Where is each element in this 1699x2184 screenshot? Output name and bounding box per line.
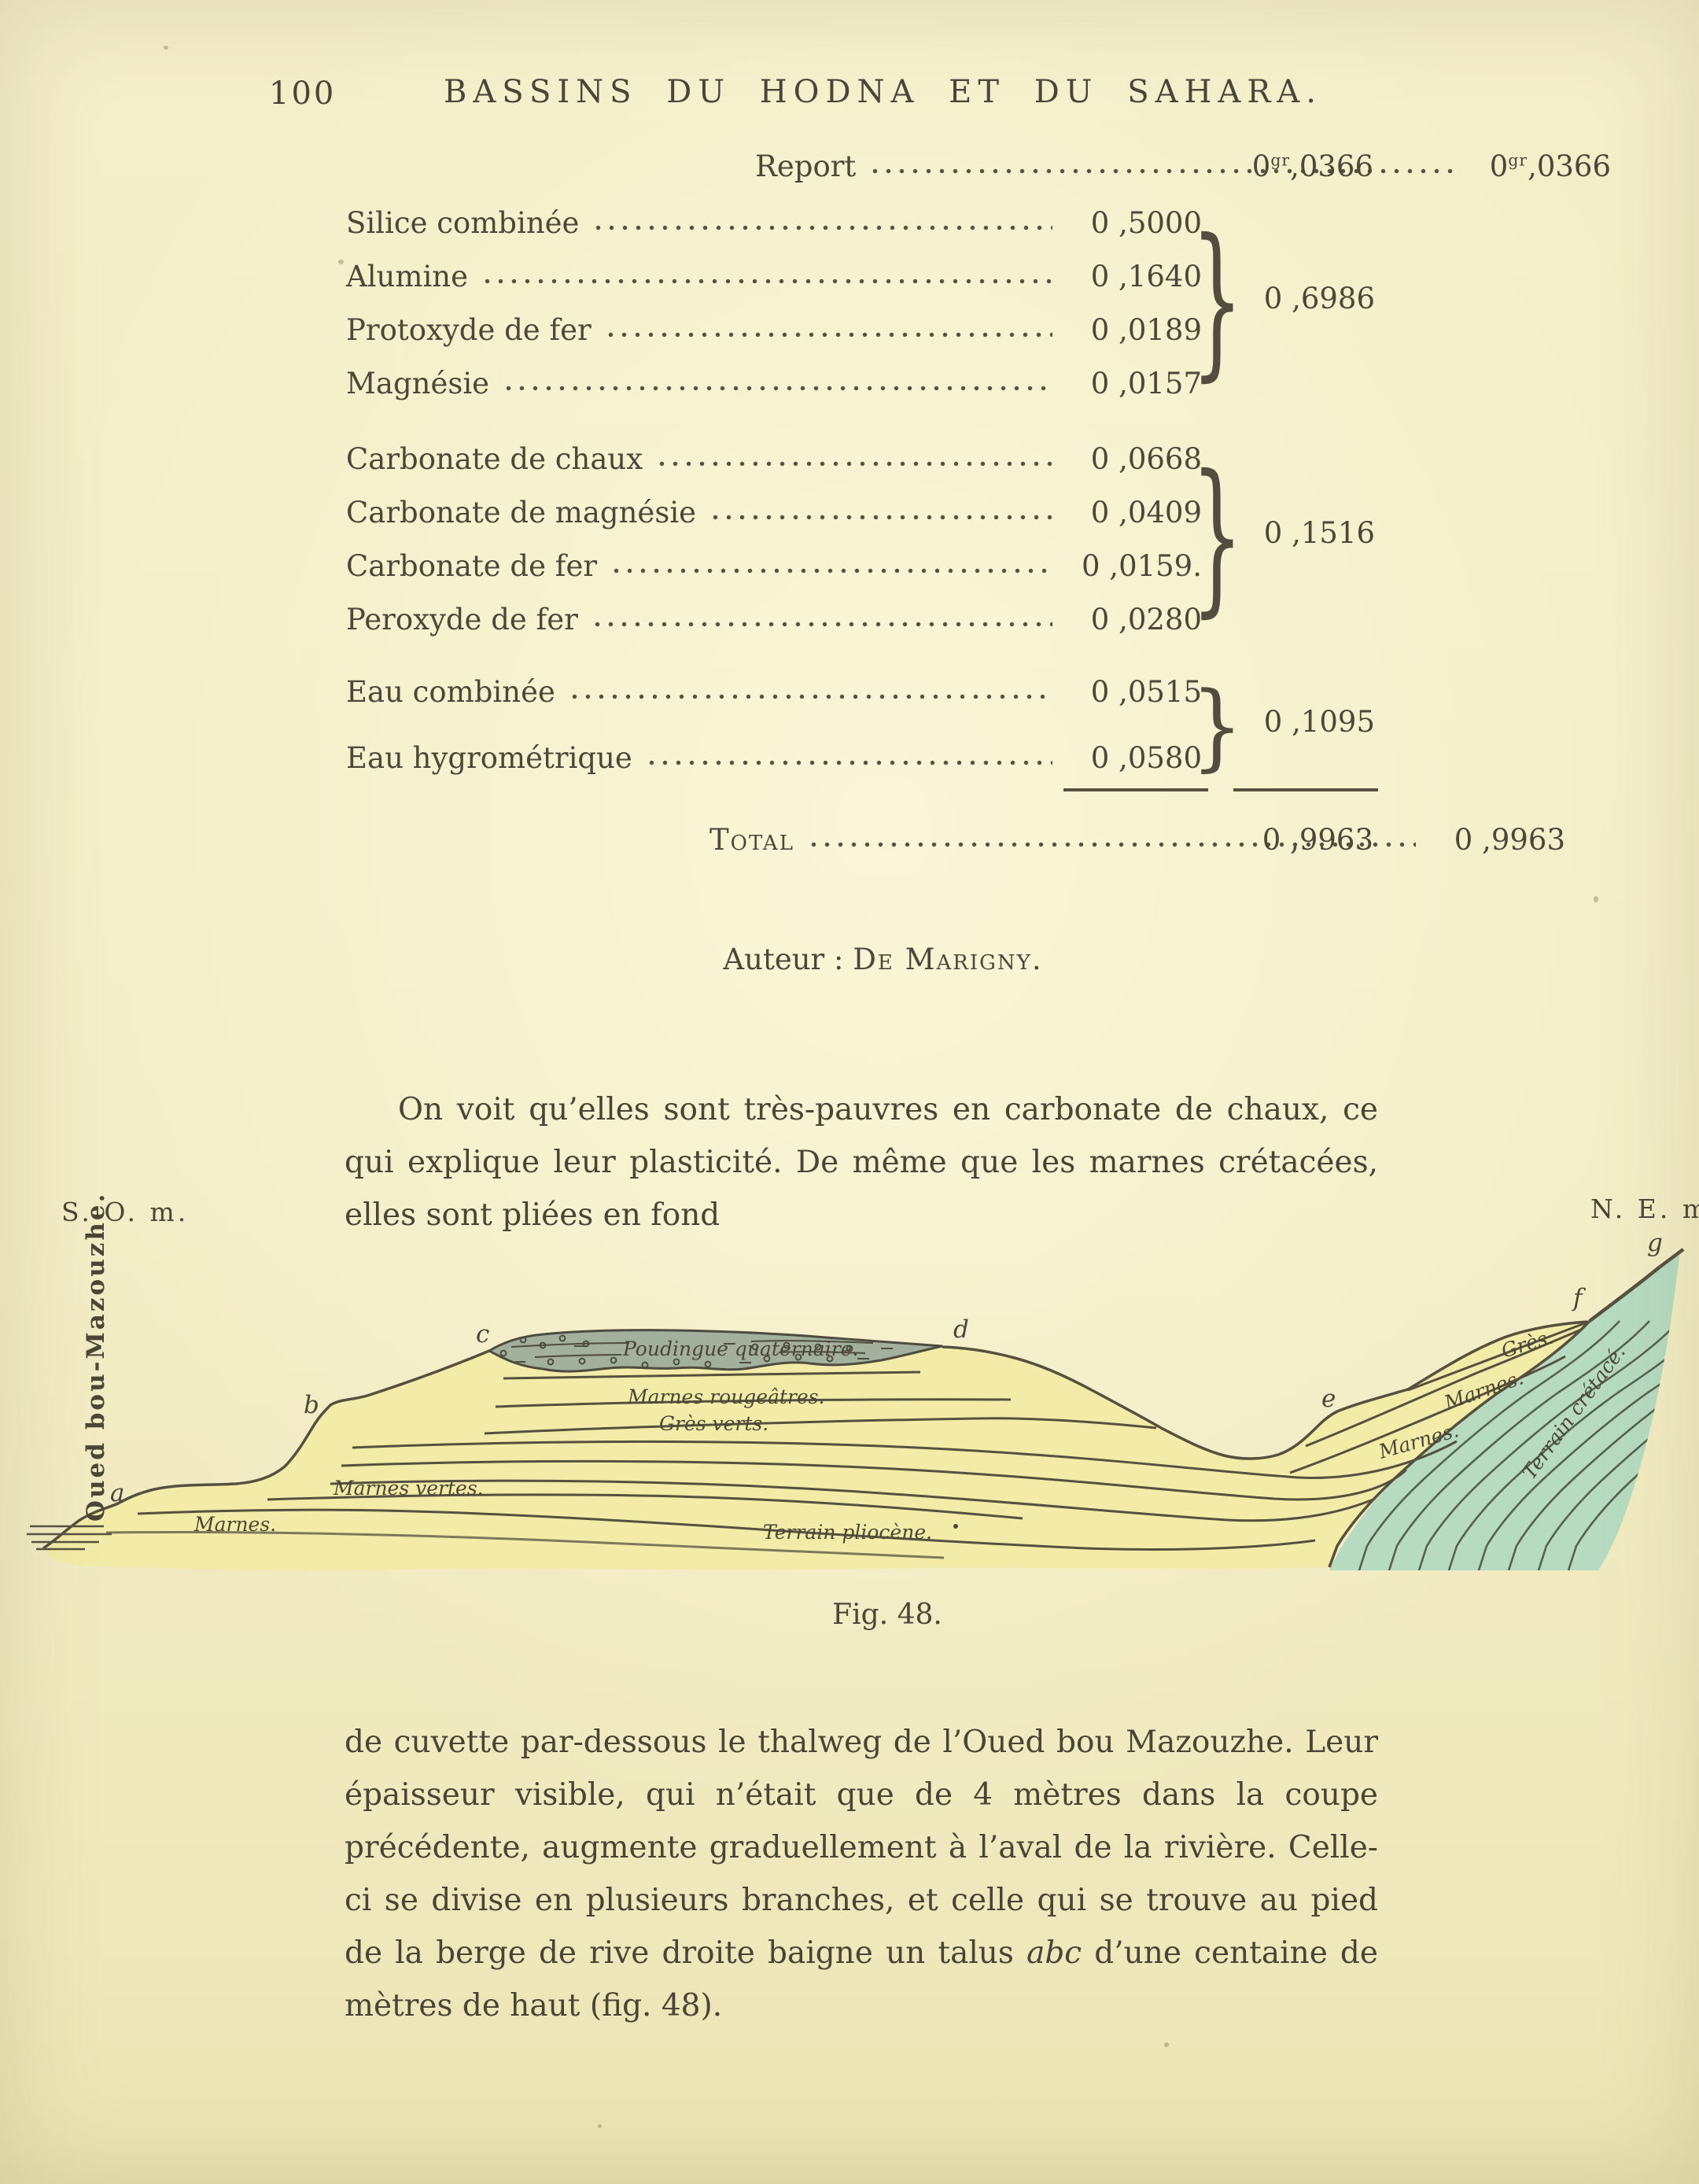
group-brace: [1199, 434, 1235, 637]
body-paragraph: On voit qu’elles sont très-pauvres en ca…: [345, 1092, 1378, 1233]
point-letter-a: a: [110, 1479, 124, 1507]
figure-caption: Fig. 48.: [832, 1599, 942, 1631]
row-label: Protoxyde de fer: [346, 313, 592, 347]
group-brace: [1199, 198, 1235, 401]
paper-speck: [598, 2124, 602, 2128]
table-row: Eau combinée 0 ,0515: [346, 675, 1202, 709]
row-label: Carbonate de chaux: [346, 442, 643, 476]
row-value: 0 ,5000: [1090, 206, 1202, 240]
terrain-pliocene-area: [43, 1322, 1587, 1570]
group-sum: 0 ,1516: [1263, 516, 1375, 550]
row-value: 0 ,1640: [1090, 260, 1202, 293]
table-row: Carbonate de chaux 0 ,0668: [346, 442, 1202, 476]
dot-leader: [602, 313, 1052, 347]
label-terrain-pliocene: Terrain pliocène.: [763, 1521, 932, 1544]
poudingue-texture: [499, 1334, 893, 1369]
river-water-lines: [27, 1525, 112, 1551]
dot-leader: [608, 549, 1052, 583]
row-value: 0 ,9963: [1454, 823, 1565, 857]
point-letter-b: b: [304, 1391, 319, 1419]
paper-speck: [338, 260, 344, 264]
point-letter-c: c: [476, 1320, 489, 1348]
row-value: 0 ,0157: [1090, 367, 1202, 400]
label-poudingue: Poudingue quaternaire.: [622, 1337, 858, 1360]
table-row: Carbonate de magnésie 0 ,0409: [346, 496, 1202, 529]
dot-leader: [707, 496, 1052, 529]
section-end-label-sw: S. O. m.: [61, 1197, 189, 1227]
row-value: 0 ,0668: [1090, 442, 1202, 476]
geological-section-figure: S. O. m. N. E. m. Oued bou-Mazouzhe. a b…: [27, 1192, 1699, 1570]
group-brace: [1199, 669, 1235, 784]
river-label: Oued bou-Mazouzhe.: [82, 1192, 110, 1522]
table-row: Magnésie 0 ,0157: [346, 367, 1202, 400]
point-letter-g: g: [1647, 1229, 1663, 1257]
dot-leader: [590, 206, 1052, 240]
dot-leader: [479, 260, 1052, 293]
dot-leader: [654, 442, 1052, 476]
row-label: Report: [755, 149, 857, 183]
row-label: Eau combinée: [346, 675, 555, 709]
row-label: Peroxyde de fer: [346, 603, 578, 636]
table-row: Protoxyde de fer 0 ,0189: [346, 313, 1202, 347]
group-sum: 0 ,1095: [1263, 705, 1375, 739]
report-carry-value: 0gr,0366: [1251, 149, 1373, 183]
table-row: Peroxyde de fer 0 ,0280: [346, 603, 1202, 636]
table-row-total: Total 0 ,9963: [346, 823, 1565, 857]
page-title: BASSINS DU HODNA ET DU SAHARA.: [443, 74, 1322, 110]
dot-leader: [588, 603, 1052, 636]
dot-leader: [566, 675, 1052, 709]
row-label: Carbonate de magnésie: [346, 496, 697, 529]
cretace-hatching: [1358, 1320, 1680, 1570]
group-sum: 0 ,6986: [1263, 282, 1375, 315]
row-value: 0 ,0280: [1090, 603, 1202, 636]
row-label: Alumine: [346, 260, 469, 293]
dot-leader: [867, 149, 1461, 183]
table-row: Alumine 0 ,1640: [346, 260, 1202, 293]
table-row: Silice combinée 0 ,5000: [346, 206, 1202, 240]
row-value: 0gr,0366: [1489, 149, 1611, 183]
row-value: 0 ,0189: [1090, 313, 1202, 347]
row-label: Total: [709, 823, 794, 857]
row-label: Magnésie: [346, 367, 490, 400]
bedding-lines: [105, 1320, 1590, 1559]
paragraph-text: de cuvette par-dessous le thalweg de l’O…: [345, 1725, 1378, 1971]
table-row: Eau hygrométrique 0 ,0580: [346, 741, 1202, 775]
row-value: 0 ,0580: [1090, 741, 1202, 775]
row-label: Silice combinée: [346, 206, 580, 240]
row-value: 0 ,0159.: [1082, 549, 1202, 583]
label-marnes-vertes: Marnes vertes.: [333, 1477, 484, 1500]
paragraph-text: d’une centaine de mètres de haut (fig. 4…: [345, 1935, 1378, 2024]
talus-letters-italic: abc: [1026, 1935, 1082, 1971]
table-row: Carbonate de fer 0 ,0159.: [346, 549, 1202, 583]
row-value: 0 ,0409: [1090, 496, 1202, 529]
row-value: 0 ,0515: [1090, 675, 1202, 709]
paper-speck: [1164, 2042, 1169, 2047]
dot-leader: [643, 741, 1052, 775]
author-prefix: Auteur :: [723, 943, 853, 976]
label-marnes-rougeatres: Marnes rougeâtres.: [627, 1385, 825, 1408]
body-paragraph: de cuvette par-dessous le thalweg de l’O…: [345, 1716, 1378, 2032]
paper-speck: [164, 46, 168, 50]
label-marnes-left: Marnes.: [193, 1513, 276, 1536]
column-rule: [1233, 788, 1378, 791]
dot-leader: [500, 367, 1052, 400]
table-row-report: Report 0gr,0366: [346, 149, 1611, 183]
surface-profile-line: [42, 1248, 1685, 1568]
author-name: De Marigny.: [853, 943, 1043, 976]
section-end-label-ne: N. E. m.: [1590, 1193, 1699, 1224]
point-letter-e: e: [1321, 1385, 1336, 1413]
page-number: 100: [269, 76, 337, 112]
author-line: Auteur : De Marigny.: [346, 943, 1420, 976]
total-carry-value: 0 ,9963: [1262, 823, 1373, 857]
paper-speck: [1594, 896, 1598, 902]
row-label: Carbonate de fer: [346, 549, 598, 583]
label-gres-verts: Grès verts.: [659, 1412, 768, 1435]
column-rule: [1063, 788, 1208, 791]
stray-mark: [953, 1524, 958, 1529]
row-label: Eau hygrométrique: [346, 741, 632, 775]
point-letter-d: d: [953, 1315, 969, 1344]
point-letter-f: f: [1572, 1284, 1587, 1312]
dot-leader: [805, 823, 1416, 857]
